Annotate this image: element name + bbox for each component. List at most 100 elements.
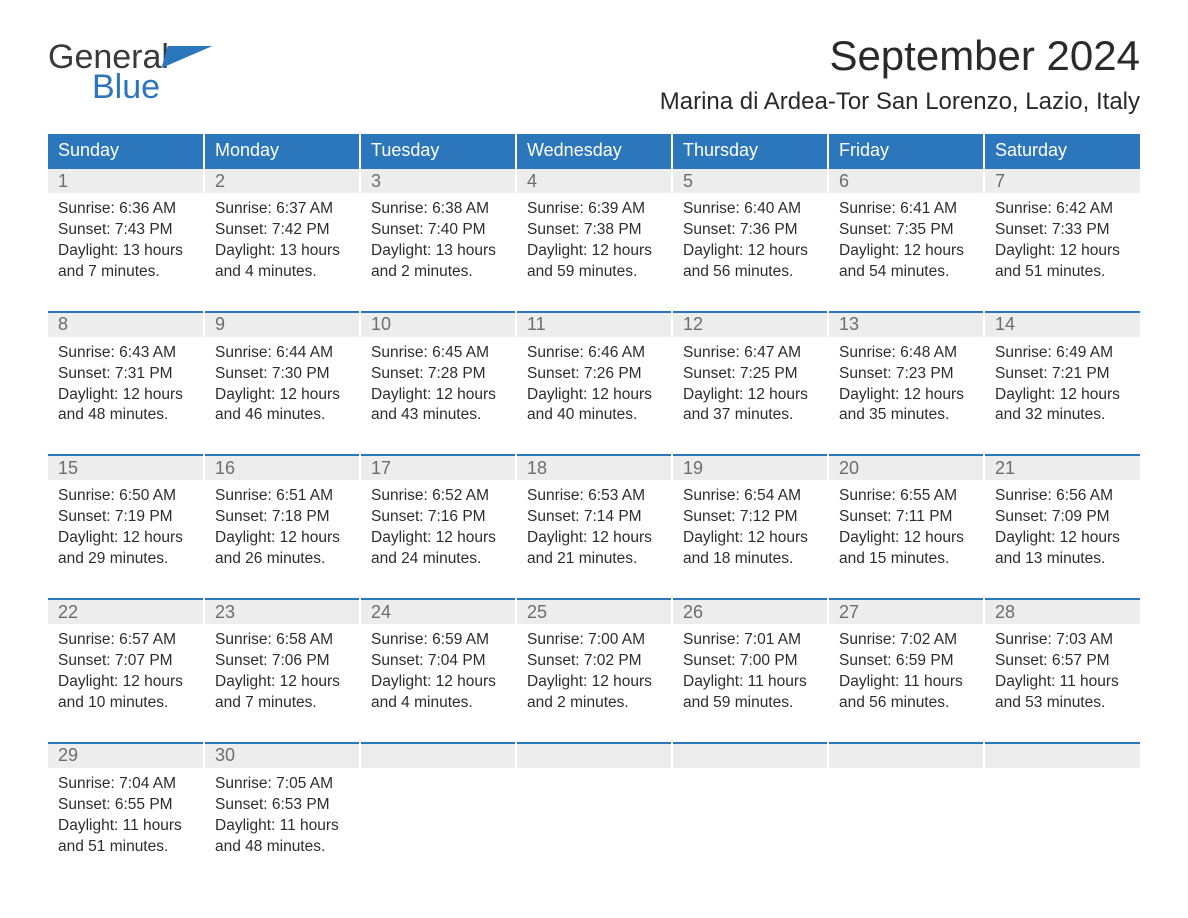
day-number-cell: 9 [204,313,360,337]
daylight-text: Daylight: 12 hours and 21 minutes. [527,528,661,570]
day-content-cell: Sunrise: 7:01 AMSunset: 7:00 PMDaylight:… [672,624,828,743]
sunrise-text: Sunrise: 6:37 AM [215,199,349,220]
day-number-cell: 3 [360,169,516,193]
page-header: General Blue September 2024 Marina di Ar… [48,32,1140,116]
sunset-text: Sunset: 6:59 PM [839,651,973,672]
sunset-text: Sunset: 7:21 PM [995,364,1130,385]
sunset-text: Sunset: 7:36 PM [683,220,817,241]
day-number-cell [672,744,828,768]
weekday-header-row: Sunday Monday Tuesday Wednesday Thursday… [48,134,1140,168]
day-content-cell [984,768,1140,886]
day-content-cell: Sunrise: 6:54 AMSunset: 7:12 PMDaylight:… [672,480,828,599]
sunrise-text: Sunrise: 7:04 AM [58,774,193,795]
daylight-text: Daylight: 12 hours and 7 minutes. [215,672,349,714]
daylight-text: Daylight: 12 hours and 32 minutes. [995,385,1130,427]
weekday-header: Monday [204,134,360,168]
day-number-row: 2930 [48,744,1140,768]
daylight-text: Daylight: 12 hours and 35 minutes. [839,385,973,427]
day-number-cell: 25 [516,600,672,624]
sunrise-text: Sunrise: 7:05 AM [215,774,349,795]
sunset-text: Sunset: 7:23 PM [839,364,973,385]
title-block: September 2024 Marina di Ardea-Tor San L… [660,32,1140,116]
day-number-cell: 5 [672,169,828,193]
day-content-cell: Sunrise: 6:40 AMSunset: 7:36 PMDaylight:… [672,193,828,312]
day-number-cell: 21 [984,456,1140,480]
day-number-cell: 14 [984,313,1140,337]
sunset-text: Sunset: 7:30 PM [215,364,349,385]
day-number-cell: 19 [672,456,828,480]
sunrise-text: Sunrise: 6:47 AM [683,343,817,364]
brand-line2: Blue [92,70,169,104]
day-number-cell: 22 [48,600,204,624]
day-content-cell: Sunrise: 6:56 AMSunset: 7:09 PMDaylight:… [984,480,1140,599]
day-number-cell: 26 [672,600,828,624]
day-content-cell [516,768,672,886]
day-number-cell [516,744,672,768]
brand-logo: General Blue [48,32,201,104]
day-number-cell: 11 [516,313,672,337]
day-content-cell: Sunrise: 6:47 AMSunset: 7:25 PMDaylight:… [672,337,828,456]
sunset-text: Sunset: 7:28 PM [371,364,505,385]
daylight-text: Daylight: 11 hours and 59 minutes. [683,672,817,714]
sunrise-text: Sunrise: 6:38 AM [371,199,505,220]
sunset-text: Sunset: 7:26 PM [527,364,661,385]
sunset-text: Sunset: 7:19 PM [58,507,193,528]
daylight-text: Daylight: 12 hours and 4 minutes. [371,672,505,714]
sunset-text: Sunset: 6:53 PM [215,795,349,816]
day-number-cell: 12 [672,313,828,337]
day-content-cell: Sunrise: 7:02 AMSunset: 6:59 PMDaylight:… [828,624,984,743]
sunrise-text: Sunrise: 6:52 AM [371,486,505,507]
day-number-cell: 13 [828,313,984,337]
day-content-row: Sunrise: 6:57 AMSunset: 7:07 PMDaylight:… [48,624,1140,743]
sunset-text: Sunset: 7:43 PM [58,220,193,241]
daylight-text: Daylight: 12 hours and 51 minutes. [995,241,1130,283]
weekday-header: Sunday [48,134,204,168]
day-content-cell: Sunrise: 6:57 AMSunset: 7:07 PMDaylight:… [48,624,204,743]
day-content-row: Sunrise: 6:50 AMSunset: 7:19 PMDaylight:… [48,480,1140,599]
sunset-text: Sunset: 7:16 PM [371,507,505,528]
sunrise-text: Sunrise: 6:39 AM [527,199,661,220]
sunrise-text: Sunrise: 7:01 AM [683,630,817,651]
weekday-header: Tuesday [360,134,516,168]
sunrise-text: Sunrise: 6:40 AM [683,199,817,220]
sunrise-text: Sunrise: 6:54 AM [683,486,817,507]
sunset-text: Sunset: 7:12 PM [683,507,817,528]
daylight-text: Daylight: 11 hours and 56 minutes. [839,672,973,714]
sunset-text: Sunset: 7:09 PM [995,507,1130,528]
day-content-cell: Sunrise: 7:05 AMSunset: 6:53 PMDaylight:… [204,768,360,886]
sunset-text: Sunset: 7:31 PM [58,364,193,385]
day-content-cell [828,768,984,886]
daylight-text: Daylight: 12 hours and 26 minutes. [215,528,349,570]
day-number-cell: 27 [828,600,984,624]
daylight-text: Daylight: 12 hours and 10 minutes. [58,672,193,714]
sunset-text: Sunset: 7:14 PM [527,507,661,528]
weekday-header: Thursday [672,134,828,168]
sunrise-text: Sunrise: 6:59 AM [371,630,505,651]
sunset-text: Sunset: 6:55 PM [58,795,193,816]
day-content-row: Sunrise: 7:04 AMSunset: 6:55 PMDaylight:… [48,768,1140,886]
day-number-cell [360,744,516,768]
day-content-cell: Sunrise: 7:00 AMSunset: 7:02 PMDaylight:… [516,624,672,743]
day-number-cell: 23 [204,600,360,624]
daylight-text: Daylight: 12 hours and 48 minutes. [58,385,193,427]
day-content-cell: Sunrise: 6:50 AMSunset: 7:19 PMDaylight:… [48,480,204,599]
sunset-text: Sunset: 6:57 PM [995,651,1130,672]
day-content-cell: Sunrise: 6:55 AMSunset: 7:11 PMDaylight:… [828,480,984,599]
sunrise-text: Sunrise: 6:49 AM [995,343,1130,364]
day-number-cell: 10 [360,313,516,337]
weekday-header: Saturday [984,134,1140,168]
day-content-cell: Sunrise: 6:48 AMSunset: 7:23 PMDaylight:… [828,337,984,456]
sunrise-text: Sunrise: 6:41 AM [839,199,973,220]
sunrise-text: Sunrise: 6:46 AM [527,343,661,364]
sunset-text: Sunset: 7:33 PM [995,220,1130,241]
day-number-row: 22232425262728 [48,600,1140,624]
day-content-row: Sunrise: 6:43 AMSunset: 7:31 PMDaylight:… [48,337,1140,456]
month-title: September 2024 [660,32,1140,80]
day-content-cell: Sunrise: 6:43 AMSunset: 7:31 PMDaylight:… [48,337,204,456]
daylight-text: Daylight: 12 hours and 46 minutes. [215,385,349,427]
day-content-cell: Sunrise: 6:39 AMSunset: 7:38 PMDaylight:… [516,193,672,312]
sunrise-text: Sunrise: 6:57 AM [58,630,193,651]
day-number-cell: 20 [828,456,984,480]
sunrise-text: Sunrise: 6:56 AM [995,486,1130,507]
sunrise-text: Sunrise: 7:00 AM [527,630,661,651]
